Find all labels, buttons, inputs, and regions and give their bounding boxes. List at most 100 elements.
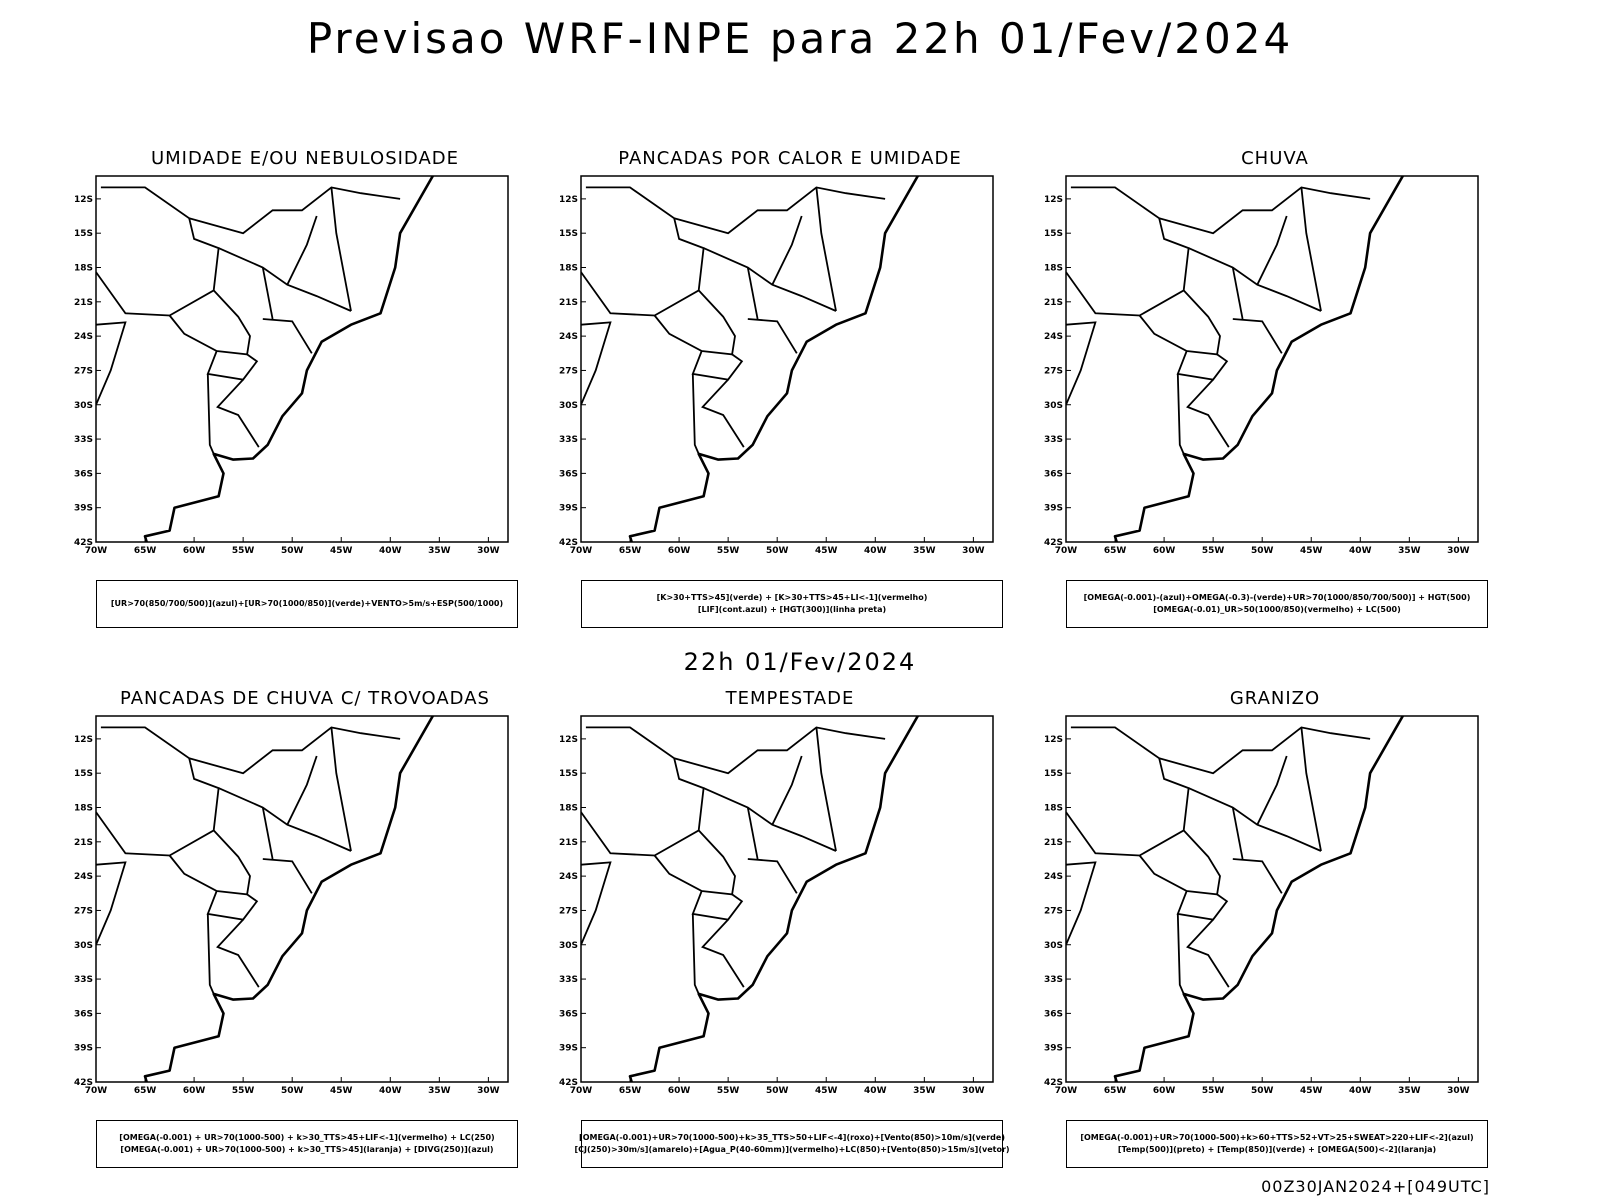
legend-line: [OMEGA(-0.001) + UR>70(1000-500) + k>30_… bbox=[120, 1145, 494, 1154]
lat-label: 30S bbox=[559, 941, 578, 951]
state-border bbox=[1188, 247, 1322, 312]
state-border bbox=[262, 858, 313, 894]
state-border bbox=[96, 726, 220, 857]
legend-line: [OMEGA(-0.001) + UR>70(1000-500) + k>30_… bbox=[119, 1133, 495, 1142]
lat-label: 30S bbox=[1044, 401, 1063, 411]
legend-line: [CJ(250)>30m/s](amarelo)+[Agua_P(40-60mm… bbox=[574, 1145, 1010, 1154]
lon-label: 50W bbox=[1251, 1086, 1274, 1096]
panel-legend: [UR>70(850/700/500)](azul)+[UR>70(1000/8… bbox=[96, 580, 518, 628]
wind-streamline bbox=[96, 76, 520, 158]
lon-label: 55W bbox=[1202, 546, 1225, 556]
state-border bbox=[96, 321, 127, 406]
state-border bbox=[581, 861, 612, 946]
lon-label: 70W bbox=[570, 546, 593, 556]
state-border bbox=[261, 267, 274, 320]
lon-label: 35W bbox=[1398, 546, 1421, 556]
panel-title: UMIDADE E/OU NEBULOSIDADE bbox=[150, 148, 460, 169]
panel-title: PANCADAS DE CHUVA C/ TROVOADAS bbox=[120, 688, 490, 709]
panel-granizo: GRANIZO -12 -12 -12 12S 15S 18S 21S 24S 27S 30S 33… bbox=[1044, 688, 1500, 1168]
lat-label: 30S bbox=[74, 401, 93, 411]
legend-line: [Temp(500)](preto) + [Temp(850)](verde) … bbox=[1117, 1145, 1437, 1154]
state-border bbox=[747, 858, 798, 894]
state-border bbox=[206, 373, 215, 455]
state-border bbox=[703, 247, 837, 312]
panel-title: PANCADAS POR CALOR E UMIDADE bbox=[618, 148, 962, 169]
coastline bbox=[1113, 716, 1405, 1082]
lat-label: 15S bbox=[74, 769, 93, 779]
legend-line: [K>30+TTS>45](verde) + [K>30+TTS>45+LI<-… bbox=[656, 593, 928, 602]
lon-label: 70W bbox=[1055, 546, 1078, 556]
lat-label: 39S bbox=[1044, 1044, 1063, 1054]
lat-label: 33S bbox=[74, 435, 93, 445]
lon-label: 40W bbox=[379, 1086, 402, 1096]
state-border bbox=[218, 787, 352, 852]
state-border bbox=[1186, 918, 1230, 988]
lat-label: 27S bbox=[74, 366, 93, 376]
lon-label: 50W bbox=[766, 546, 789, 556]
state-border bbox=[1188, 787, 1322, 852]
model-run-stamp: 00Z30JAN2024+[049UTC] bbox=[1261, 1177, 1490, 1196]
state-border bbox=[703, 787, 837, 852]
state-border bbox=[581, 321, 612, 406]
lon-label: 30W bbox=[962, 546, 985, 556]
state-border bbox=[286, 755, 318, 826]
legend-line: [OMEGA(-0.001)+UR>70(1000-500)+k>60+TTS>… bbox=[1080, 1133, 1474, 1142]
state-border bbox=[1300, 187, 1322, 312]
state-border bbox=[261, 807, 274, 860]
map-granizo: -12-12-1212S15S18S21S24S27S30S33S36S39S4… bbox=[1044, 715, 1479, 1096]
map-frame bbox=[1065, 715, 1479, 1083]
lon-label: 65W bbox=[134, 1086, 157, 1096]
map-layers: -12-12-12 bbox=[1066, 716, 1405, 1082]
panel-legend: [K>30+TTS>45](verde) + [K>30+TTS>45+LI<-… bbox=[581, 580, 1003, 628]
lon-label: 45W bbox=[815, 1086, 838, 1096]
lon-label: 40W bbox=[1349, 546, 1372, 556]
state-border bbox=[96, 861, 127, 946]
map-layers: 1012101610121016576570 bbox=[96, 176, 435, 542]
lat-label: 33S bbox=[1044, 435, 1063, 445]
lon-label: 35W bbox=[1398, 1086, 1421, 1096]
lat-label: 12S bbox=[559, 735, 578, 745]
lat-label: 24S bbox=[74, 872, 93, 882]
lat-label: 24S bbox=[559, 332, 578, 342]
state-border bbox=[1158, 186, 1371, 235]
state-border bbox=[771, 755, 803, 826]
coastline bbox=[143, 176, 435, 542]
lat-label: 15S bbox=[1044, 229, 1063, 239]
panel-legend: [OMEGA(-0.001) + UR>70(1000-500) + k>30_… bbox=[96, 1120, 518, 1168]
lat-label: 27S bbox=[1044, 366, 1063, 376]
state-border bbox=[96, 186, 220, 317]
panel-legend: [OMEGA(-0.001)+UR>70(1000-500)+k>35_TTS>… bbox=[574, 1120, 1010, 1168]
legend-line: [OMEGA(-0.001)+UR>70(1000-500)+k>35_TTS>… bbox=[579, 1133, 1005, 1142]
lat-label: 39S bbox=[1044, 504, 1063, 514]
state-border bbox=[206, 913, 215, 995]
state-border bbox=[1232, 318, 1283, 354]
legend-line: [OMEGA(-0.01)_UR>50(1000/850)(vermelho) … bbox=[1153, 605, 1401, 614]
state-border bbox=[771, 215, 803, 286]
state-border bbox=[168, 289, 251, 356]
lat-label: 21S bbox=[74, 298, 93, 308]
lat-label: 12S bbox=[1044, 735, 1063, 745]
state-border bbox=[1138, 829, 1221, 896]
lat-label: 42S bbox=[559, 1078, 578, 1088]
lon-label: 35W bbox=[913, 1086, 936, 1096]
state-border bbox=[1066, 186, 1190, 317]
lon-label: 60W bbox=[1153, 546, 1176, 556]
state-border bbox=[188, 186, 401, 235]
state-border bbox=[206, 890, 259, 921]
lon-label: 60W bbox=[668, 546, 691, 556]
state-border bbox=[701, 378, 745, 448]
state-border bbox=[1232, 858, 1283, 894]
lat-label: 42S bbox=[1044, 538, 1063, 548]
map-pancadas-calor: 95609600960095209440936012S 15S 18S 21S 24S 2… bbox=[559, 175, 994, 556]
lat-label: 24S bbox=[1044, 872, 1063, 882]
state-border bbox=[330, 187, 352, 312]
state-border bbox=[1300, 727, 1322, 852]
state-border bbox=[1158, 726, 1371, 775]
lat-label: 24S bbox=[74, 332, 93, 342]
forecast-time-label: 22h 01/Fev/2024 bbox=[683, 648, 917, 676]
lat-label: 30S bbox=[559, 401, 578, 411]
lon-label: 35W bbox=[913, 546, 936, 556]
lat-label: 27S bbox=[1044, 906, 1063, 916]
